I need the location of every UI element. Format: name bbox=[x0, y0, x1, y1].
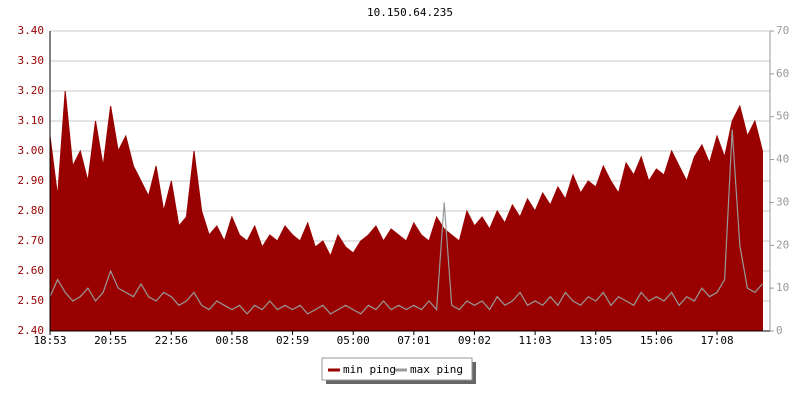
y-tick-label: 2.40 bbox=[18, 324, 45, 337]
y-tick-label: 3.00 bbox=[18, 144, 45, 157]
y2-tick-label: 0 bbox=[776, 324, 783, 337]
x-tick-label: 07:01 bbox=[397, 334, 430, 347]
x-tick-label: 13:05 bbox=[579, 334, 612, 347]
y-tick-label: 2.50 bbox=[18, 294, 45, 307]
y-tick-label: 3.30 bbox=[18, 54, 45, 67]
y2-tick-label: 70 bbox=[776, 24, 789, 37]
y-tick-label: 2.80 bbox=[18, 204, 45, 217]
x-tick-label: 09:02 bbox=[458, 334, 491, 347]
x-tick-label: 15:06 bbox=[640, 334, 673, 347]
x-tick-label: 11:03 bbox=[519, 334, 552, 347]
x-tick-label: 17:08 bbox=[700, 334, 733, 347]
y2-tick-label: 40 bbox=[776, 153, 789, 166]
legend-label: min ping bbox=[343, 363, 396, 376]
y2-tick-label: 30 bbox=[776, 195, 789, 208]
y-tick-label: 3.10 bbox=[18, 114, 45, 127]
chart-title: 10.150.64.235 bbox=[367, 6, 453, 19]
y-tick-label: 2.60 bbox=[18, 264, 45, 277]
legend-label: max ping bbox=[410, 363, 463, 376]
y2-tick-label: 20 bbox=[776, 238, 789, 251]
y-tick-label: 2.70 bbox=[18, 234, 45, 247]
x-tick-label: 20:55 bbox=[94, 334, 127, 347]
x-tick-label: 18:53 bbox=[33, 334, 66, 347]
x-tick-label: 02:59 bbox=[276, 334, 309, 347]
y2-tick-label: 60 bbox=[776, 67, 789, 80]
x-tick-label: 05:00 bbox=[337, 334, 370, 347]
x-tick-label: 00:58 bbox=[215, 334, 248, 347]
area bbox=[49, 90, 763, 332]
y2-tick-label: 50 bbox=[776, 110, 789, 123]
y-tick-label: 2.90 bbox=[18, 174, 45, 187]
y2-tick-label: 10 bbox=[776, 281, 789, 294]
y-tick-label: 3.20 bbox=[18, 84, 45, 97]
line bbox=[49, 129, 763, 315]
x-tick-label: 22:56 bbox=[155, 334, 188, 347]
y-tick-label: 3.40 bbox=[18, 24, 45, 37]
